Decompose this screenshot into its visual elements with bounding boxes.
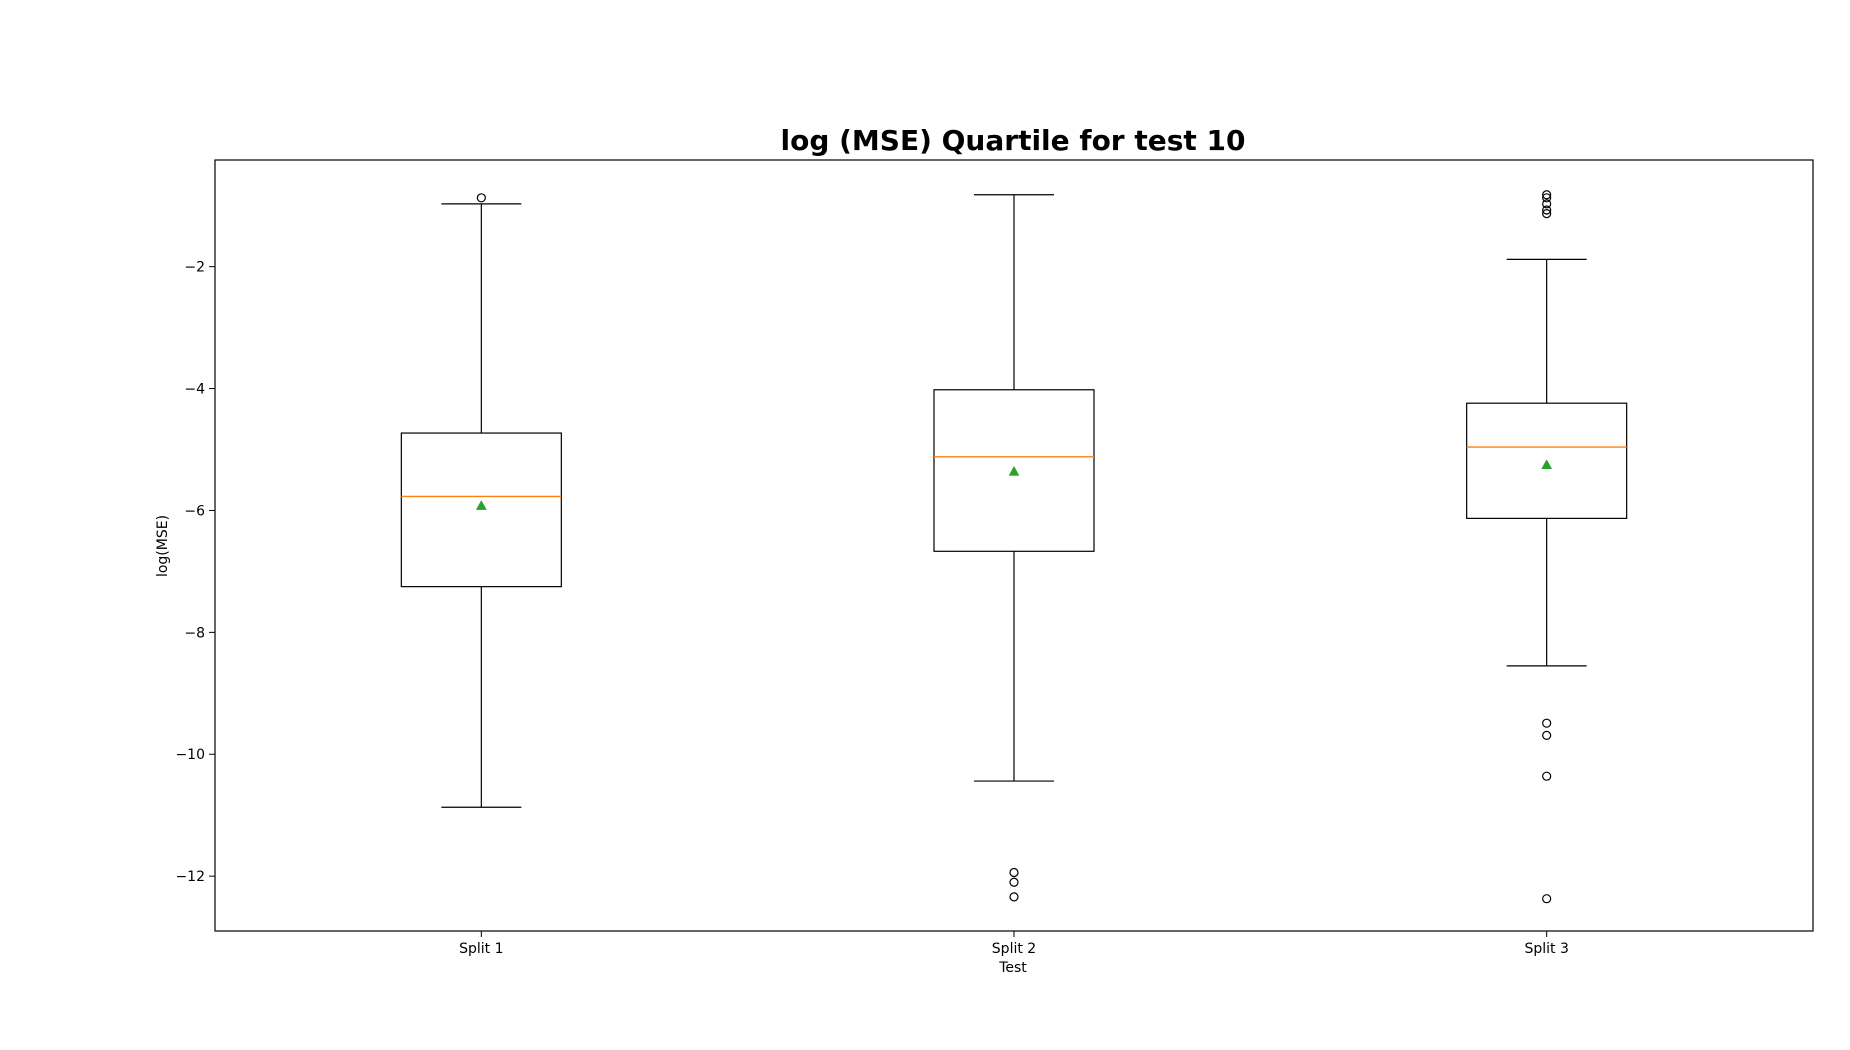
plot-area: [400, 190, 1628, 904]
x-tick-label: Split 3: [1524, 941, 1568, 957]
y-axis: −2 −4 −6 −8 −10 −12: [175, 260, 215, 885]
outlier-point: [1009, 892, 1019, 902]
y-tick-label: −12: [175, 869, 205, 885]
y-tick-label: −2: [184, 260, 205, 276]
outlier-point: [1542, 193, 1552, 203]
iqr-box: [933, 389, 1095, 552]
y-tick-label: −4: [184, 382, 205, 398]
y-tick-label: −10: [175, 747, 205, 763]
outlier-point: [1542, 205, 1552, 215]
y-tick-label: −8: [184, 625, 205, 641]
y-axis-label: log(MSE): [155, 515, 171, 577]
x-axis: Split 1 Split 2 Split 3: [459, 931, 1569, 957]
box-group-2: [933, 194, 1095, 902]
outlier-point: [1542, 771, 1552, 781]
outlier-point: [1542, 209, 1552, 219]
mean-marker: [475, 500, 487, 510]
x-axis-label: Test: [998, 960, 1027, 976]
x-tick-label: Split 2: [992, 941, 1036, 957]
iqr-box: [400, 432, 562, 588]
outlier-point: [1542, 190, 1552, 200]
outlier-point: [1542, 894, 1552, 904]
x-tick-label: Split 1: [459, 941, 503, 957]
box-group-3: [1466, 190, 1628, 904]
outlier-point: [1009, 877, 1019, 887]
y-tick-label: −6: [184, 503, 205, 519]
outlier-point: [1542, 718, 1552, 728]
chart-title: log (MSE) Quartile for test 10: [781, 124, 1246, 157]
outlier-point: [476, 193, 486, 203]
iqr-box: [1466, 402, 1628, 519]
mean-marker: [1541, 459, 1553, 469]
mean-marker: [1008, 465, 1020, 476]
box-group-1: [400, 193, 562, 808]
outlier-point: [1009, 867, 1019, 878]
outlier-point: [1542, 199, 1552, 209]
outlier-point: [1542, 730, 1552, 740]
